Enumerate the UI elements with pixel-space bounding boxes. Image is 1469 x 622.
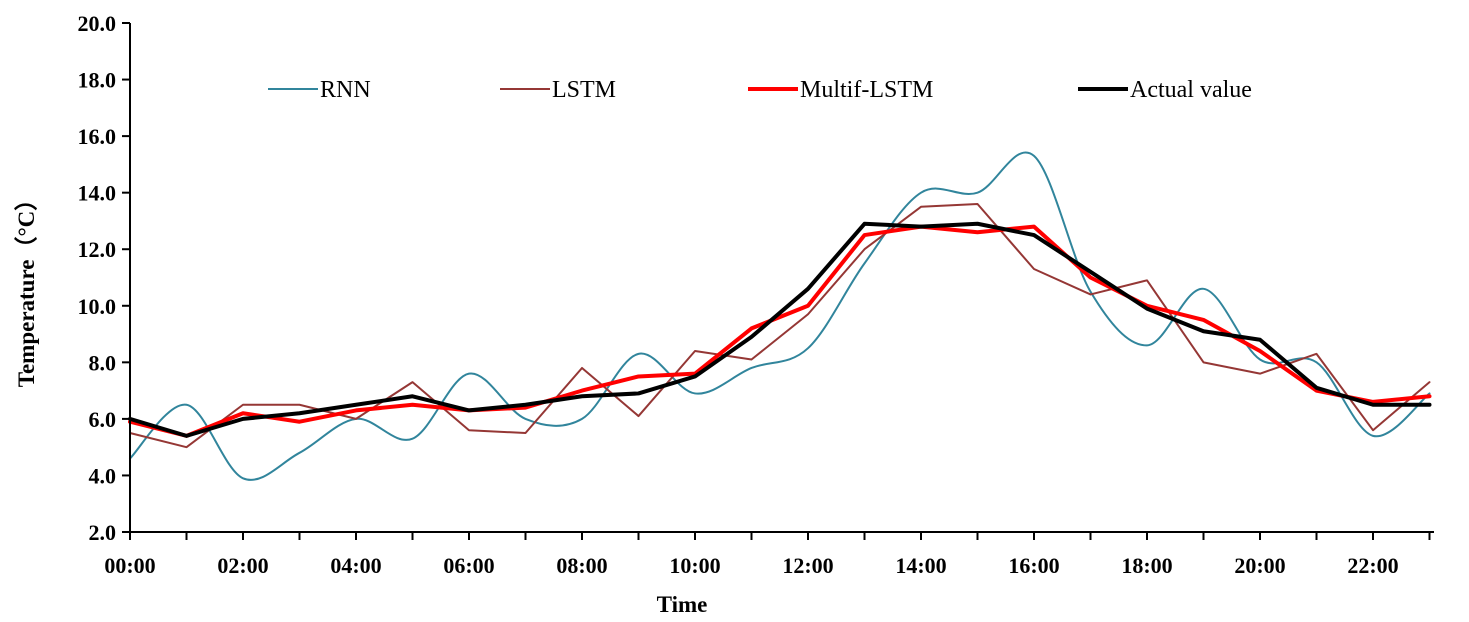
x-tick-label: 16:00 [1008, 553, 1059, 578]
y-tick-label: 10.0 [78, 294, 117, 319]
x-tick-label: 10:00 [669, 553, 720, 578]
y-tick-label: 8.0 [89, 350, 117, 375]
legend-label-lstm: LSTM [552, 77, 616, 103]
series-line-actual-value [128, 221, 1432, 438]
y-tick-label: 18.0 [78, 68, 117, 93]
x-tick-label: 22:00 [1347, 553, 1398, 578]
y-tick-label: 12.0 [78, 237, 117, 262]
y-tick-label: 6.0 [89, 407, 117, 432]
x-axis-title: Time [657, 592, 708, 617]
legend-label-multif-lstm: Multif-LSTM [800, 77, 933, 103]
axes-layer [129, 23, 1434, 533]
x-tick-label: 08:00 [556, 553, 607, 578]
legend-label-rnn: RNN [320, 77, 371, 103]
x-tick-label: 14:00 [895, 553, 946, 578]
x-tick-label: 18:00 [1121, 553, 1172, 578]
y-tick-label: 2.0 [89, 520, 117, 545]
x-tick-label: 20:00 [1234, 553, 1285, 578]
y-tick-label: 14.0 [78, 181, 117, 206]
series-line-rnn [129, 151, 1431, 481]
series-line-lstm [129, 202, 1431, 449]
legend-label-actual-value: Actual value [1130, 77, 1252, 103]
x-tick-label: 00:00 [104, 553, 155, 578]
x-tick-label: 06:00 [443, 553, 494, 578]
y-tick-label: 4.0 [89, 463, 117, 488]
series-line-multif-lstm [128, 224, 1432, 438]
x-tick-label: 04:00 [330, 553, 381, 578]
series-layer [128, 151, 1432, 481]
y-tick-label: 20.0 [78, 11, 117, 36]
x-tick-label: 02:00 [217, 553, 268, 578]
y-axis-title: Temperature（°C） [13, 188, 39, 388]
x-tick-label: 12:00 [782, 553, 833, 578]
legend: RNN LSTM Multif-LSTM Actual value [268, 77, 1252, 103]
y-tick-label: 16.0 [78, 124, 117, 149]
ticks-layer: 2.0 4.0 6.0 8.0 10.0 12.0 14.0 16.0 18.0 20.0 00:0… [78, 11, 1431, 578]
